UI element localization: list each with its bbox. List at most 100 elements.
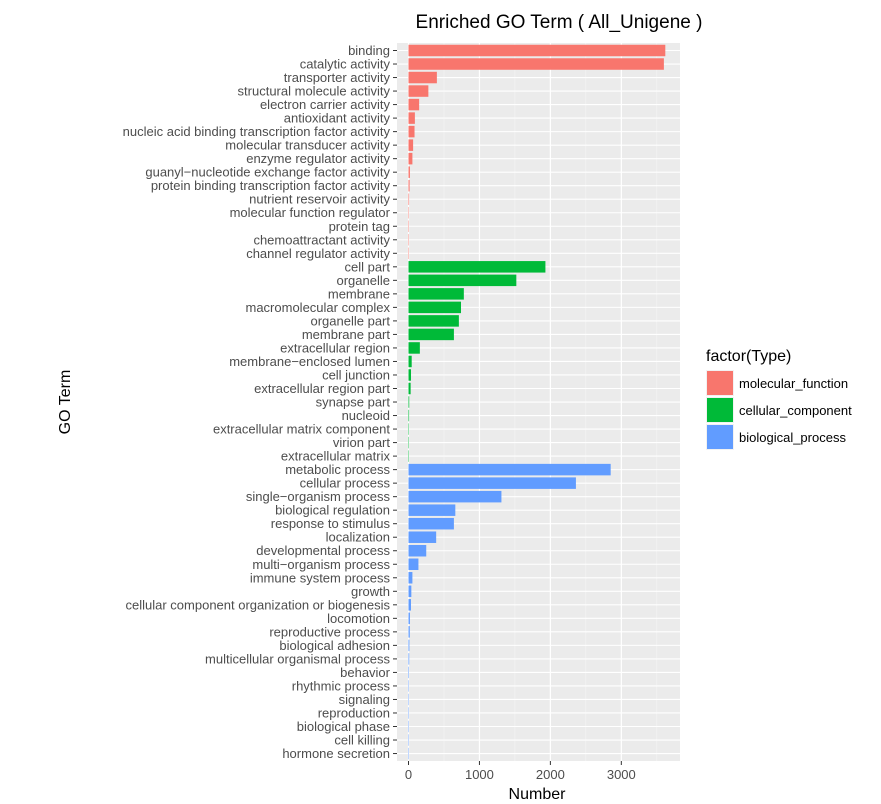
y-tick-label: rhythmic process bbox=[292, 678, 391, 693]
y-tick-label: extracellular matrix bbox=[281, 449, 391, 464]
bar-cellular_component bbox=[408, 396, 410, 408]
y-tick-label: membrane part bbox=[302, 327, 391, 342]
bar-biological_process bbox=[408, 612, 410, 625]
bar-biological_process bbox=[408, 585, 412, 598]
bar-cellular_component bbox=[408, 342, 420, 354]
bar-cellular_component bbox=[408, 328, 454, 341]
y-tick-label: biological adhesion bbox=[279, 638, 390, 653]
y-tick-label: growth bbox=[351, 584, 390, 599]
y-tick-label: synapse part bbox=[316, 395, 391, 410]
bar-biological_process bbox=[408, 572, 413, 584]
y-tick-label: immune system process bbox=[250, 570, 391, 585]
y-tick-label: transporter activity bbox=[284, 70, 391, 85]
legend-title: factor(Type) bbox=[706, 348, 791, 365]
legend-swatch-molecular_function bbox=[707, 371, 733, 395]
bar-molecular_function bbox=[408, 125, 415, 138]
y-tick-label: molecular transducer activity bbox=[225, 138, 390, 153]
x-axis-title: Number bbox=[509, 786, 567, 803]
legend-swatch-biological_process bbox=[707, 425, 733, 449]
x-tick-label: 2000 bbox=[536, 767, 565, 782]
y-tick-label: extracellular region bbox=[280, 340, 390, 355]
y-tick-label: cell part bbox=[344, 259, 390, 274]
y-tick-label: nucleic acid binding transcription facto… bbox=[123, 124, 391, 139]
bar-cellular_component bbox=[408, 315, 459, 327]
bar-biological_process bbox=[408, 599, 411, 611]
y-tick-label: multicellular organismal process bbox=[205, 651, 390, 666]
y-tick-label: biological phase bbox=[297, 719, 390, 734]
bar-molecular_function bbox=[408, 58, 664, 70]
bar-molecular_function bbox=[408, 166, 410, 178]
legend-label-biological_process: biological_process bbox=[739, 430, 846, 445]
x-tick-label: 0 bbox=[405, 767, 412, 782]
bar-molecular_function bbox=[408, 193, 410, 205]
y-tick-label: antioxidant activity bbox=[284, 111, 391, 126]
y-axis-title: GO Term bbox=[57, 370, 74, 435]
bar-cellular_component bbox=[408, 301, 461, 314]
x-tick-label: 1000 bbox=[465, 767, 494, 782]
bar-biological_process bbox=[408, 504, 456, 516]
y-tick-label: macromolecular complex bbox=[246, 300, 391, 315]
y-tick-label: reproduction bbox=[318, 705, 390, 720]
y-tick-label: signaling bbox=[339, 692, 390, 707]
bar-molecular_function bbox=[408, 112, 415, 124]
y-tick-label: organelle part bbox=[311, 313, 391, 328]
y-tick-label: cell killing bbox=[334, 733, 390, 748]
x-tick-labels: 0 1000 2000 3000 bbox=[405, 761, 636, 782]
y-tick-label: structural molecule activity bbox=[238, 84, 391, 99]
bar-cellular_component bbox=[408, 288, 464, 300]
y-tick-label: extracellular matrix component bbox=[213, 422, 390, 437]
y-tick-label: locomotion bbox=[327, 611, 390, 626]
y-tick-label: developmental process bbox=[256, 543, 390, 558]
bar-biological_process bbox=[408, 544, 427, 557]
chart-title: Enriched GO Term ( All_Unigene ) bbox=[416, 12, 703, 33]
y-tick-label: nucleoid bbox=[342, 408, 390, 423]
y-tick-label: response to stimulus bbox=[271, 516, 391, 531]
y-tick-label: cellular component organization or bioge… bbox=[126, 597, 391, 612]
bar-cellular_component bbox=[408, 274, 517, 287]
y-tick-label: binding bbox=[348, 43, 390, 58]
y-tick-label: enzyme regulator activity bbox=[246, 151, 390, 166]
bar-biological_process bbox=[408, 653, 410, 665]
bar-cellular_component bbox=[408, 355, 412, 368]
legend-label-cellular_component: cellular_component bbox=[739, 403, 852, 418]
bar-biological_process bbox=[408, 490, 502, 503]
y-tick-label: localization bbox=[326, 530, 390, 545]
y-tick-label: cellular process bbox=[300, 476, 391, 491]
y-tick-label: biological regulation bbox=[275, 503, 390, 518]
y-tick-label: channel regulator activity bbox=[246, 246, 390, 261]
bar-biological_process bbox=[408, 463, 611, 476]
bar-biological_process bbox=[408, 517, 454, 530]
y-tick-label: protein tag bbox=[329, 219, 390, 234]
bar-biological_process bbox=[408, 626, 410, 638]
y-tick-label: hormone secretion bbox=[282, 746, 390, 761]
bar-molecular_function bbox=[408, 71, 437, 84]
bar-biological_process bbox=[408, 639, 410, 652]
bar-molecular_function bbox=[408, 179, 410, 192]
y-tick-label: membrane−enclosed lumen bbox=[229, 354, 390, 369]
bar-cellular_component bbox=[408, 409, 410, 422]
y-tick-label: metabolic process bbox=[285, 462, 390, 477]
x-tick-label: 3000 bbox=[607, 767, 636, 782]
y-tick-label: catalytic activity bbox=[300, 57, 391, 72]
legend: molecular_function cellular_componentbiol… bbox=[706, 370, 852, 450]
y-tick-label: single−organism process bbox=[246, 489, 391, 504]
bar-molecular_function bbox=[408, 44, 666, 57]
y-tick-label: reproductive process bbox=[269, 624, 390, 639]
y-tick-label: protein binding transcription factor act… bbox=[151, 178, 391, 193]
y-tick-label: molecular function regulator bbox=[230, 205, 391, 220]
y-tick-label: behavior bbox=[340, 665, 391, 680]
y-tick-label: electron carrier activity bbox=[260, 97, 391, 112]
legend-label-molecular_function: molecular_function bbox=[739, 376, 848, 391]
bar-molecular_function bbox=[408, 152, 413, 165]
bar-biological_process bbox=[408, 477, 576, 489]
y-tick-label: nutrient reservoir activity bbox=[249, 192, 390, 207]
bars bbox=[408, 44, 666, 760]
bar-cellular_component bbox=[408, 369, 411, 381]
y-tick-label: chemoattractant activity bbox=[253, 232, 390, 247]
bar-molecular_function bbox=[408, 139, 414, 151]
y-tick-label: virion part bbox=[333, 435, 390, 450]
bar-cellular_component bbox=[408, 261, 546, 273]
y-tick-label: cell junction bbox=[322, 367, 390, 382]
